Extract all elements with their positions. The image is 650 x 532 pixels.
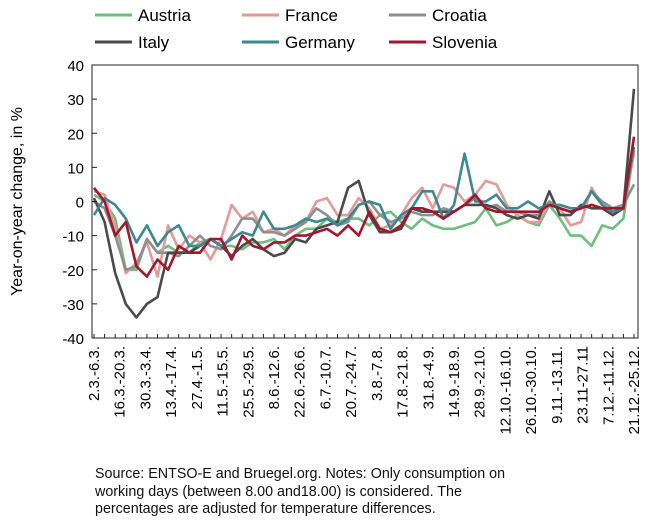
y-tick-label: -10 bbox=[62, 229, 84, 246]
x-tick-label: 22.6.-26.6. bbox=[292, 346, 309, 418]
source-note: Source: ENTSO-E and Bruegel.org. Notes: … bbox=[95, 466, 635, 519]
y-tick-label: -40 bbox=[62, 331, 84, 348]
source-note-line: working days (between 8.00 and18.00) is … bbox=[95, 483, 462, 500]
x-tick-label: 16.3.-20.3. bbox=[112, 346, 129, 418]
x-tick-label: 12.10.-16.10. bbox=[497, 346, 514, 434]
x-tick-label: 21.12.-25.12. bbox=[626, 346, 643, 434]
x-tick-label: 2.3.-6.3. bbox=[86, 346, 103, 401]
legend-label-france: France bbox=[285, 6, 338, 25]
x-tick-label: 11.5.-15.5. bbox=[215, 346, 232, 417]
x-tick-label: 25.5.-29.5. bbox=[240, 346, 257, 418]
y-tick-label: -20 bbox=[62, 263, 84, 280]
source-note-line: percentages are adjusted for temperature… bbox=[95, 501, 436, 517]
legend-label-croatia: Croatia bbox=[432, 6, 487, 25]
series-line-germany bbox=[92, 146, 636, 248]
x-tick-label: 3.8.-7.8. bbox=[369, 346, 386, 401]
y-tick-label: 20 bbox=[67, 126, 84, 143]
x-tick-label: 26.10.-30.10. bbox=[523, 346, 540, 434]
legend-label-slovenia: Slovenia bbox=[432, 33, 498, 52]
legend: Austria France Croatia Italy Germany Slovenia bbox=[95, 6, 498, 52]
y-tick-label: 40 bbox=[67, 58, 84, 75]
y-axis: -40 -30 -20 -10 0 10 20 30 40 bbox=[62, 58, 97, 348]
x-tick-label: 6.7.-10.7. bbox=[317, 346, 334, 409]
x-tick-label: 8.6.-12.6. bbox=[266, 346, 283, 409]
x-tick-label: 7.12.-11.12. bbox=[600, 346, 617, 425]
source-note-line: Source: ENTSO-E and Bruegel.org. Notes: … bbox=[95, 466, 506, 482]
y-tick-label: 0 bbox=[76, 195, 84, 212]
series-line-slovenia bbox=[92, 136, 636, 278]
x-tick-label: 23.11-27.11 bbox=[575, 346, 592, 424]
y-tick-label: 10 bbox=[67, 160, 84, 177]
x-tick-label: 30.3.-3.4. bbox=[137, 346, 154, 409]
x-tick-label: 27.4.-1.5. bbox=[189, 346, 206, 409]
series-layer bbox=[92, 88, 636, 319]
series-line-france bbox=[93, 153, 636, 278]
x-tick-label: 14.9.-18.9. bbox=[446, 346, 463, 418]
x-tick-label: 31.8.-4.9. bbox=[420, 346, 437, 409]
y-axis-label: Year-on-year change, in % bbox=[9, 107, 26, 296]
y-tick-label: 30 bbox=[67, 92, 84, 109]
x-tick-label: 9.11.-13.11. bbox=[549, 346, 566, 424]
line-chart: Austria France Croatia Italy Germany Slovenia… bbox=[9, 6, 643, 434]
y-tick-label: -30 bbox=[62, 297, 84, 314]
x-tick-label: 13.4.-17.4. bbox=[163, 346, 180, 418]
x-axis: 2.3.-6.3. 16.3.-20.3. 30.3.-3.4. 13.4.-17.4… bbox=[86, 334, 643, 434]
x-tick-label: 28.9.-2.10. bbox=[472, 346, 489, 418]
series-line-italy bbox=[92, 88, 636, 319]
x-tick-label: 20.7.-24.7. bbox=[343, 346, 360, 418]
x-tick-label: 17.8.-21.8. bbox=[395, 346, 412, 418]
legend-label-austria: Austria bbox=[138, 6, 191, 25]
legend-label-italy: Italy bbox=[138, 33, 170, 52]
legend-label-germany: Germany bbox=[285, 33, 355, 52]
